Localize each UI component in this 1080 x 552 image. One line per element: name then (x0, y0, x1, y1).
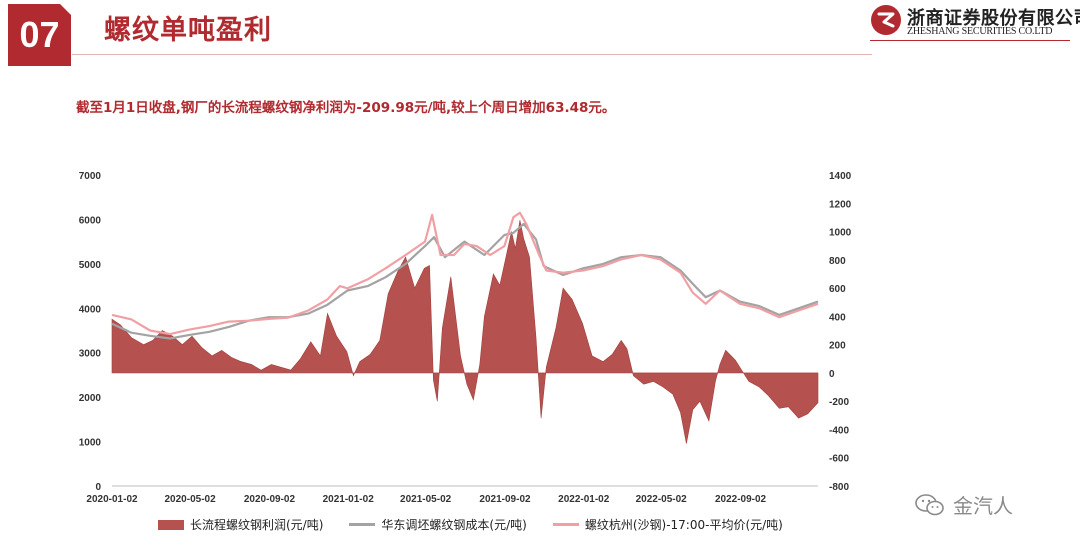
x-tick-label: 2020-01-02 (86, 494, 138, 505)
x-tick-label: 2021-01-02 (323, 494, 375, 505)
y-left-tick-label: 4000 (79, 304, 102, 315)
chart-legend: 长流程螺纹钢利润(元/吨) 华东调坯螺纹钢成本(元/吨) 螺纹杭州(沙钢)-17… (158, 516, 783, 533)
y-right-tick-label: -400 (829, 425, 849, 436)
chart-subtitle: 截至1月1日收盘,钢厂的长流程螺纹钢净利润为-209.98元/吨,较上个周日增加… (76, 100, 616, 116)
y-right-tick-label: 600 (829, 284, 846, 295)
company-name-en: ZHESHANG SECURITIES CO.LTD (907, 26, 1053, 37)
cost-line (111, 222, 819, 340)
zheshang-logo-icon (871, 5, 901, 35)
x-tick-label: 2020-09-02 (244, 494, 296, 505)
y-right-tick-label: 1400 (829, 171, 852, 182)
x-tick-label: 2022-05-02 (636, 494, 688, 505)
y-right-tick-label: 400 (829, 312, 846, 323)
y-right-tick-label: 1000 (829, 228, 852, 239)
legend-swatch-price (552, 523, 579, 526)
x-tick-label: 2022-09-02 (715, 494, 767, 505)
price-line-series (111, 211, 819, 340)
profit-area (111, 220, 819, 444)
wechat-icon (915, 493, 944, 515)
y-right-tick-label: -800 (829, 482, 849, 493)
y-right-tick-label: 1200 (829, 199, 852, 210)
y-left-tick-label: 0 (95, 482, 101, 493)
y-left-tick-label: 7000 (79, 171, 102, 182)
chart-axes: 01000200030004000500060007000-800-600-40… (79, 171, 852, 505)
y-left-tick-label: 2000 (79, 393, 102, 404)
title-divider (72, 54, 872, 55)
y-left-tick-label: 6000 (79, 215, 102, 226)
y-right-tick-label: -200 (829, 397, 849, 408)
watermark-text: 金汽人 (953, 494, 1013, 518)
y-left-tick-label: 5000 (79, 260, 102, 271)
logo-divider (870, 40, 1070, 41)
legend-item-cost: 华东调坯螺纹钢成本(元/吨) (349, 516, 527, 533)
company-name-cn: 浙商证券股份有限公司 (907, 8, 1080, 29)
y-left-tick-label: 1000 (79, 438, 102, 449)
profit-area-series (111, 220, 819, 444)
legend-item-price: 螺纹杭州(沙钢)-17:00-平均价(元/吨) (552, 516, 783, 533)
y-left-tick-label: 3000 (79, 349, 102, 360)
legend-label-price: 螺纹杭州(沙钢)-17:00-平均价(元/吨) (584, 518, 783, 532)
company-logo: 浙商证券股份有限公司 ZHESHANG SECURITIES CO.LTD (870, 4, 1080, 40)
legend-label-cost: 华东调坯螺纹钢成本(元/吨) (381, 518, 527, 532)
legend-item-profit: 长流程螺纹钢利润(元/吨) (158, 516, 323, 533)
x-tick-label: 2022-01-02 (558, 494, 610, 505)
x-tick-label: 2020-05-02 (165, 494, 217, 505)
x-tick-label: 2021-05-02 (400, 494, 452, 505)
price-line (111, 211, 819, 336)
section-number: 07 (8, 4, 72, 66)
legend-swatch-cost (349, 523, 376, 526)
wechat-watermark: 金汽人 (915, 490, 1013, 519)
y-right-tick-label: 0 (829, 369, 835, 380)
page-title: 螺纹单吨盈利 (104, 15, 272, 46)
legend-swatch-profit (158, 519, 184, 530)
y-right-tick-label: -600 (829, 454, 849, 465)
y-right-tick-label: 800 (829, 256, 846, 267)
y-right-tick-label: 200 (829, 341, 846, 352)
x-tick-label: 2021-09-02 (479, 494, 531, 505)
legend-label-profit: 长流程螺纹钢利润(元/吨) (190, 518, 324, 532)
